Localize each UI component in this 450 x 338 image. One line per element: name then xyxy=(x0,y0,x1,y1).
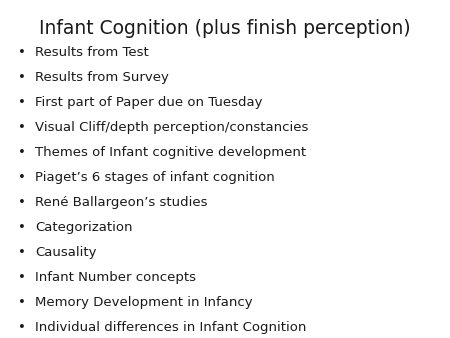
Text: Categorization: Categorization xyxy=(35,221,133,234)
Text: •: • xyxy=(18,321,26,334)
Text: First part of Paper due on Tuesday: First part of Paper due on Tuesday xyxy=(35,96,263,109)
Text: Results from Test: Results from Test xyxy=(35,46,149,59)
Text: Themes of Infant cognitive development: Themes of Infant cognitive development xyxy=(35,146,306,159)
Text: •: • xyxy=(18,221,26,234)
Text: Visual Cliff/depth perception/constancies: Visual Cliff/depth perception/constancie… xyxy=(35,121,309,134)
Text: •: • xyxy=(18,171,26,184)
Text: Infant Cognition (plus finish perception): Infant Cognition (plus finish perception… xyxy=(39,19,411,38)
Text: Individual differences in Infant Cognition: Individual differences in Infant Cogniti… xyxy=(35,321,306,334)
Text: Causality: Causality xyxy=(35,246,97,259)
Text: •: • xyxy=(18,246,26,259)
Text: •: • xyxy=(18,271,26,284)
Text: Infant Number concepts: Infant Number concepts xyxy=(35,271,196,284)
Text: •: • xyxy=(18,196,26,209)
Text: •: • xyxy=(18,46,26,59)
Text: •: • xyxy=(18,121,26,134)
Text: Piaget’s 6 stages of infant cognition: Piaget’s 6 stages of infant cognition xyxy=(35,171,275,184)
Text: •: • xyxy=(18,296,26,309)
Text: Memory Development in Infancy: Memory Development in Infancy xyxy=(35,296,253,309)
Text: René Ballargeon’s studies: René Ballargeon’s studies xyxy=(35,196,207,209)
Text: •: • xyxy=(18,146,26,159)
Text: •: • xyxy=(18,96,26,109)
Text: Results from Survey: Results from Survey xyxy=(35,71,169,84)
Text: •: • xyxy=(18,71,26,84)
